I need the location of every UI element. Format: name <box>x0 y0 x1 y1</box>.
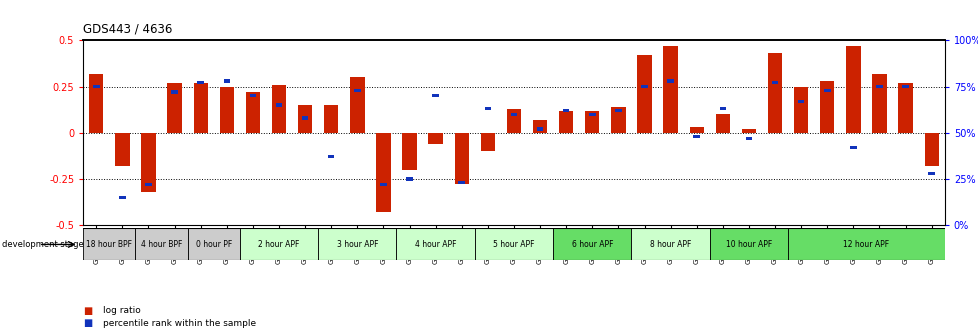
Bar <box>719 107 726 110</box>
Bar <box>406 177 413 180</box>
Bar <box>715 114 730 133</box>
Bar <box>328 155 334 158</box>
Bar <box>614 109 621 112</box>
Bar <box>454 133 468 184</box>
Bar <box>198 81 203 84</box>
Bar <box>188 228 240 260</box>
Bar <box>875 85 882 88</box>
Text: 0 hour PF: 0 hour PF <box>196 240 232 249</box>
Text: 4 hour BPF: 4 hour BPF <box>141 240 182 249</box>
Bar <box>767 53 781 133</box>
Text: 10 hour APF: 10 hour APF <box>725 240 772 249</box>
Bar <box>793 86 808 133</box>
Bar <box>631 228 709 260</box>
Bar <box>432 94 438 97</box>
Bar <box>301 116 308 120</box>
Bar <box>787 228 944 260</box>
Bar <box>511 113 516 116</box>
Bar <box>83 228 135 260</box>
Bar <box>692 135 699 138</box>
Bar <box>240 228 318 260</box>
Bar <box>689 127 703 133</box>
Bar <box>167 83 182 133</box>
Text: log ratio: log ratio <box>103 306 141 315</box>
Bar <box>663 46 677 133</box>
Bar <box>458 181 465 184</box>
Bar <box>927 172 934 175</box>
Text: 4 hour APF: 4 hour APF <box>415 240 456 249</box>
Bar <box>276 103 282 107</box>
Text: GDS443 / 4636: GDS443 / 4636 <box>83 23 172 36</box>
Text: 5 hour APF: 5 hour APF <box>493 240 534 249</box>
Text: percentile rank within the sample: percentile rank within the sample <box>103 319 255 328</box>
Text: 3 hour APF: 3 hour APF <box>336 240 378 249</box>
Bar <box>249 94 256 97</box>
Text: development stage: development stage <box>2 240 84 249</box>
Bar <box>379 183 386 186</box>
Bar <box>141 133 156 192</box>
Bar <box>89 74 104 133</box>
Bar <box>194 83 207 133</box>
Bar <box>709 228 787 260</box>
Bar <box>474 228 553 260</box>
Bar <box>428 133 442 144</box>
Bar <box>558 111 573 133</box>
Bar <box>667 79 673 83</box>
Bar <box>507 109 520 133</box>
Bar <box>820 81 833 133</box>
Bar <box>553 228 631 260</box>
Bar <box>396 228 474 260</box>
Bar <box>145 183 152 186</box>
Bar <box>297 105 312 133</box>
Text: ■: ■ <box>83 306 92 316</box>
Bar <box>135 228 188 260</box>
Bar <box>771 81 778 84</box>
Bar <box>245 92 260 133</box>
Bar <box>324 105 338 133</box>
Bar <box>902 85 908 88</box>
Bar <box>871 74 886 133</box>
Bar <box>745 137 751 140</box>
Bar <box>119 196 125 199</box>
Text: 8 hour APF: 8 hour APF <box>649 240 690 249</box>
Bar <box>272 85 286 133</box>
Bar <box>484 107 491 110</box>
Text: 18 hour BPF: 18 hour BPF <box>86 240 132 249</box>
Bar <box>376 133 390 212</box>
Bar <box>115 133 129 166</box>
Bar <box>219 86 234 133</box>
Text: 12 hour APF: 12 hour APF <box>842 240 889 249</box>
Text: 2 hour APF: 2 hour APF <box>258 240 299 249</box>
Bar <box>536 127 543 131</box>
Bar <box>350 77 364 133</box>
Bar <box>797 100 804 103</box>
Bar <box>318 228 396 260</box>
Bar <box>562 109 569 112</box>
Bar <box>585 111 599 133</box>
Bar <box>610 107 625 133</box>
Bar <box>93 85 100 88</box>
Bar <box>898 83 911 133</box>
Bar <box>637 55 651 133</box>
Bar <box>823 89 829 92</box>
Bar <box>741 129 755 133</box>
Bar <box>923 133 938 166</box>
Bar <box>223 79 230 83</box>
Bar <box>354 89 360 92</box>
Bar <box>480 133 495 151</box>
Bar <box>171 90 178 94</box>
Text: 6 hour APF: 6 hour APF <box>571 240 612 249</box>
Bar <box>845 46 860 133</box>
Bar <box>532 120 547 133</box>
Text: ■: ■ <box>83 318 92 328</box>
Bar <box>641 85 647 88</box>
Bar <box>849 146 856 149</box>
Bar <box>589 113 595 116</box>
Bar <box>402 133 417 170</box>
